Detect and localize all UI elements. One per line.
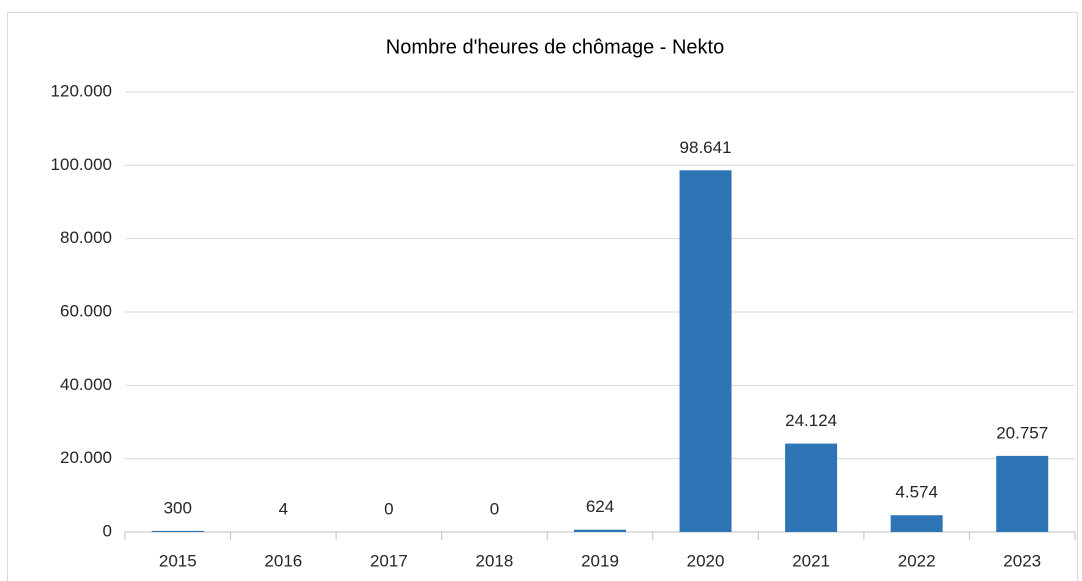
y-tick-label: 60.000 [60, 301, 112, 320]
data-label: 4 [279, 499, 288, 518]
data-label: 20.757 [996, 423, 1048, 442]
bar [151, 530, 204, 532]
data-label: 98.641 [680, 138, 732, 157]
x-tick-label: 2015 [159, 551, 197, 570]
data-label: 624 [586, 497, 614, 516]
bar [574, 529, 626, 532]
bar [679, 170, 732, 532]
data-label: 300 [164, 498, 192, 517]
data-label: 4.574 [895, 483, 938, 502]
y-tick-label: 40.000 [60, 375, 112, 394]
x-tick-label: 2021 [792, 551, 830, 570]
data-label: 0 [490, 499, 499, 518]
data-label: 24.124 [785, 411, 837, 430]
chart-frame [7, 12, 1078, 581]
x-tick-label: 2017 [370, 551, 408, 570]
y-tick-label: 80.000 [60, 228, 112, 247]
y-tick-label: 100.000 [51, 155, 112, 174]
x-tick-label: 2018 [476, 551, 514, 570]
data-label: 0 [384, 499, 393, 518]
y-tick-label: 20.000 [60, 448, 112, 467]
bar [785, 443, 838, 532]
y-tick-label: 120.000 [51, 81, 112, 100]
y-tick-label: 0 [103, 521, 112, 540]
bar [996, 455, 1049, 532]
x-tick-label: 2023 [1003, 551, 1041, 570]
x-tick-label: 2016 [264, 551, 302, 570]
x-tick-label: 2019 [581, 551, 619, 570]
x-tick-label: 2022 [898, 551, 936, 570]
chart-title: Nombre d'heures de chômage - Nekto [386, 36, 724, 58]
x-tick-label: 2020 [687, 551, 725, 570]
bar [890, 515, 943, 532]
